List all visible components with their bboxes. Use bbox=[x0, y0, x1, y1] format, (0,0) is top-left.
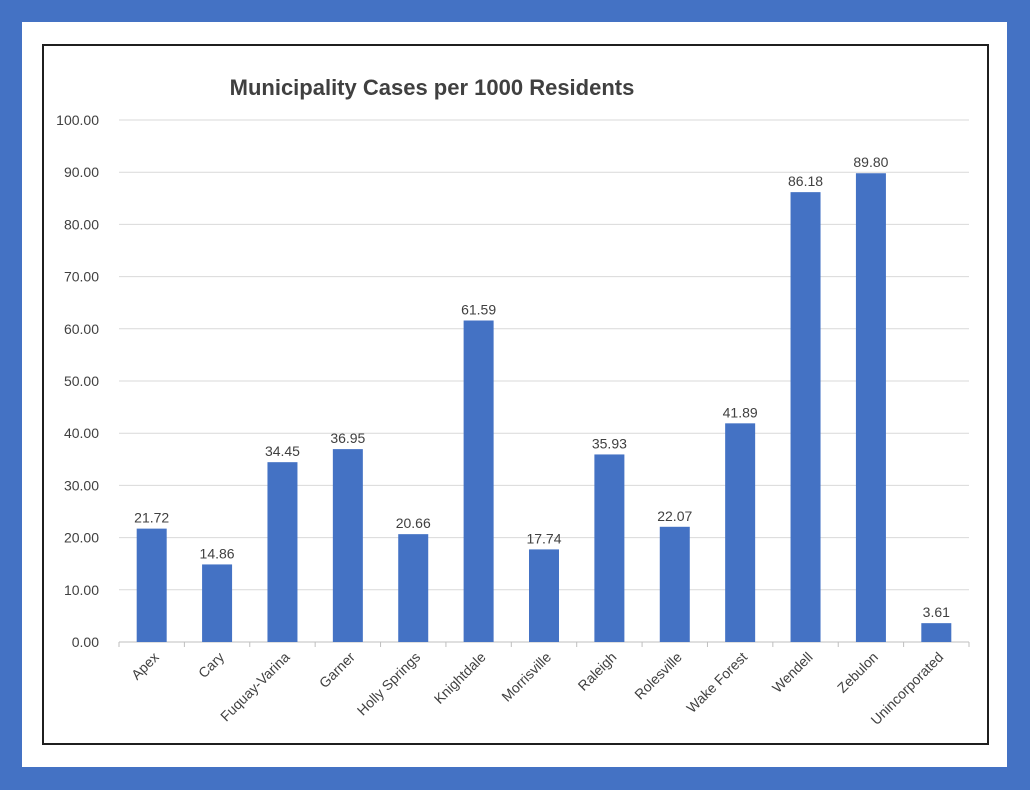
bar-cary bbox=[202, 564, 233, 642]
y-tick-label: 0.00 bbox=[72, 634, 99, 650]
category-label: Holly Springs bbox=[354, 649, 424, 719]
bar-garner bbox=[332, 449, 363, 642]
category-label: Knightdale bbox=[431, 649, 489, 707]
y-tick-label: 30.00 bbox=[64, 477, 99, 493]
y-tick-label: 70.00 bbox=[64, 269, 99, 285]
data-label: 14.86 bbox=[200, 545, 235, 561]
y-tick-label: 90.00 bbox=[64, 164, 99, 180]
data-label: 17.74 bbox=[526, 530, 561, 546]
category-label: Rolesville bbox=[631, 649, 685, 703]
y-tick-label: 40.00 bbox=[64, 425, 99, 441]
bar-chart: Municipality Cases per 1000 Residents 0.… bbox=[56, 75, 970, 728]
data-label: 86.18 bbox=[788, 173, 823, 189]
y-tick-label: 80.00 bbox=[64, 216, 99, 232]
data-label: 21.72 bbox=[134, 510, 169, 526]
data-label: 34.45 bbox=[265, 443, 300, 459]
category-label: Fuquay-Varina bbox=[217, 649, 293, 725]
category-label: Apex bbox=[128, 649, 162, 683]
outer-frame: Municipality Cases per 1000 Residents 0.… bbox=[22, 22, 1007, 767]
bar-wake-forest bbox=[725, 423, 756, 642]
bar-morrisville bbox=[529, 549, 559, 642]
y-tick-label: 100.00 bbox=[56, 112, 99, 128]
y-tick-label: 50.00 bbox=[64, 373, 99, 389]
bar-fuquay-varina bbox=[267, 462, 298, 642]
category-label: Cary bbox=[195, 649, 227, 681]
bar-knightdale bbox=[463, 320, 494, 642]
y-axis-ticks: 0.00 10.00 20.00 30.00 40.00 50.00 60.00 70.00 8… bbox=[56, 112, 99, 650]
bar-zebulon bbox=[855, 173, 886, 642]
data-label: 36.95 bbox=[330, 430, 365, 446]
data-labels: 21.72 14.86 34.45 36.95 20.66 61.59 17.74 35.93… bbox=[134, 154, 950, 620]
data-label: 3.61 bbox=[923, 604, 950, 620]
y-tick-label: 10.00 bbox=[64, 582, 99, 598]
y-tick-label: 20.00 bbox=[64, 530, 99, 546]
category-label: Raleigh bbox=[575, 649, 620, 694]
chart-container: Municipality Cases per 1000 Residents 0.… bbox=[42, 44, 989, 745]
data-label: 20.66 bbox=[396, 515, 431, 531]
category-label: Morrisville bbox=[498, 649, 554, 705]
category-label: Wendell bbox=[769, 649, 816, 696]
data-label: 22.07 bbox=[657, 508, 692, 524]
bar-unincorporated bbox=[921, 623, 952, 642]
data-label: 89.80 bbox=[853, 154, 888, 170]
chart-title: Municipality Cases per 1000 Residents bbox=[230, 75, 635, 100]
bar-rolesville bbox=[659, 526, 690, 642]
category-label: Wake Forest bbox=[683, 649, 750, 716]
bar-raleigh bbox=[594, 454, 625, 642]
category-label: Zebulon bbox=[834, 649, 881, 696]
bars bbox=[136, 173, 952, 643]
data-label: 61.59 bbox=[461, 302, 496, 318]
data-label: 35.93 bbox=[592, 435, 627, 451]
bar-holly-springs bbox=[398, 534, 429, 642]
y-tick-label: 60.00 bbox=[64, 321, 99, 337]
data-label: 41.89 bbox=[723, 404, 758, 420]
category-label: Garner bbox=[316, 649, 358, 691]
bar-wendell bbox=[790, 192, 821, 643]
bar-apex bbox=[136, 528, 167, 642]
gridlines bbox=[118, 119, 970, 647]
